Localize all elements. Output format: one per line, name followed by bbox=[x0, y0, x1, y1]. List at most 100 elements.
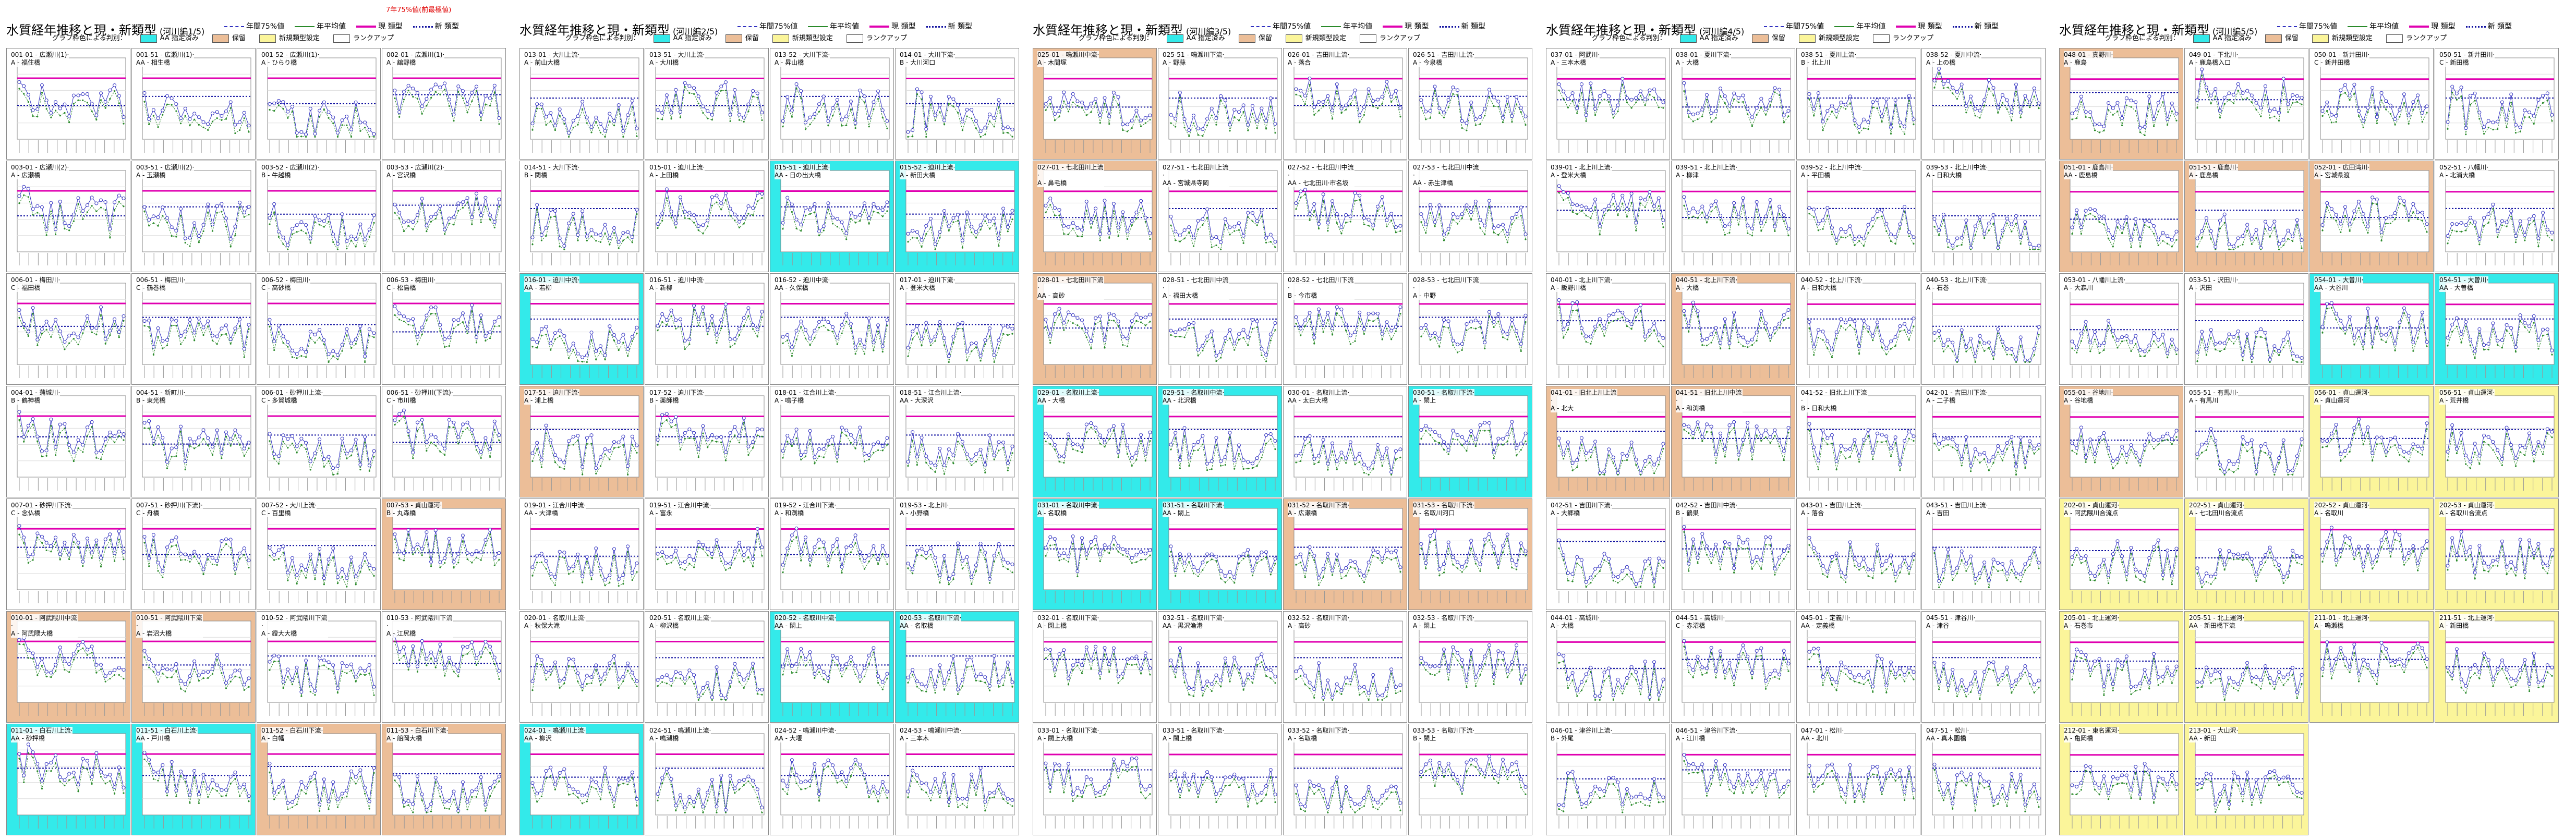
chart-panel[interactable]: 027-01 - 七北田川上流· A - 鼻毛橋 bbox=[1033, 161, 1157, 272]
chart-panel[interactable]: 004-01 - 蒲城川· B - 鶴神橋 bbox=[6, 386, 130, 497]
avg-point bbox=[957, 549, 959, 551]
chart-panel[interactable]: 014-51 - 大川下流· B - 関橋 bbox=[519, 161, 644, 272]
avg-point bbox=[475, 90, 478, 92]
avg-point bbox=[341, 797, 343, 799]
avg-point bbox=[41, 542, 43, 544]
chart-panel[interactable]: 006-52 - 梅田川· C - 高砂橋 bbox=[257, 273, 381, 385]
p75-point bbox=[920, 90, 924, 94]
avg-point bbox=[95, 543, 98, 545]
p75-point bbox=[687, 668, 692, 673]
chart-panel[interactable]: 010-51 - 阿武隈川下流· A - 岩沼大橋 bbox=[131, 611, 256, 723]
p75-point bbox=[40, 778, 44, 783]
chart-panel[interactable]: 010-53 - 阿武隈川下流· A - 江尻橋 bbox=[382, 611, 506, 723]
chart-panel[interactable]: 019-51 - 江合川中流· A - 富永 bbox=[645, 498, 769, 610]
chart-panel[interactable]: 019-01 - 江合川中流· AA - 大津橋 bbox=[519, 498, 644, 610]
chart-panel[interactable]: 020-52 - 名取川中流· AA - 閖上 bbox=[770, 611, 894, 723]
chart-panel[interactable]: 003-53 - 広瀬川(2)· A - 宮沢橋 bbox=[382, 161, 506, 272]
p75-point bbox=[669, 777, 673, 781]
chart-panel[interactable]: 018-51 - 江合川上流· AA - 大深沢 bbox=[895, 386, 1019, 497]
avg-point bbox=[193, 339, 196, 342]
chart-panel[interactable]: 025-01 - 鳴瀬川中流· A - 木間塚 bbox=[1033, 48, 1157, 160]
chart-panel[interactable]: 026-01 - 吉田川上流· A - 落合 bbox=[1283, 48, 1407, 160]
chart-panel[interactable]: 016-52 - 迫川中流· AA - 久保橋 bbox=[770, 273, 894, 385]
chart-panel[interactable]: 024-51 - 鳴瀬川上流· A - 鳴瀬橋 bbox=[645, 724, 769, 835]
chart-panel[interactable]: 006-51 - 梅田川· C - 鶴巻橋 bbox=[131, 273, 256, 385]
chart-panel[interactable]: 028-51 - 七北田川中流· A - 福田大橋 bbox=[1158, 273, 1282, 385]
p75-point bbox=[831, 325, 835, 329]
classification-label: グラフ枠色による判別： bbox=[52, 34, 127, 42]
chart-panel[interactable]: 011-51 - 白石川上流· AA - 戸川橋 bbox=[131, 724, 256, 835]
chart-panel[interactable]: 001-52 - 広瀬川(1)· A - ひらり橋 bbox=[257, 48, 381, 160]
avg-point bbox=[886, 210, 888, 212]
p75-point bbox=[470, 552, 474, 556]
chart-panel[interactable]: 026-51 - 吉田川上流· A - 今泉橋 bbox=[1408, 48, 1532, 160]
chart-panel[interactable]: 025-51 - 鳴瀬川下流· A - 野蒜 bbox=[1158, 48, 1282, 160]
chart-panel[interactable]: 017-51 - 迫川下流· A - 浦上橋 bbox=[519, 386, 644, 497]
chart-panel[interactable]: 020-01 - 名取川上流· A - 秋保大滝 bbox=[519, 611, 644, 723]
p75-point bbox=[188, 436, 192, 441]
chart-panel[interactable]: 016-01 - 迫川中流· AA - 若柳 bbox=[519, 273, 644, 385]
chart-panel[interactable]: 015-01 - 迫川上流· A - 上田橋 bbox=[645, 161, 769, 272]
chart-panel[interactable]: 007-53 - 貞山運河· B - 丸森橋 bbox=[382, 498, 506, 610]
chart-panel[interactable]: 016-51 - 迫川中流· A - 新柳 bbox=[645, 273, 769, 385]
chart-panel[interactable]: 024-52 - 鳴瀬川中流· AA - 大堰 bbox=[770, 724, 894, 835]
chart-panel[interactable]: 003-51 - 広瀬川(2)· A - 玉瀬橋 bbox=[131, 161, 256, 272]
chart-panel[interactable]: 003-52 - 広瀬川(2)· B - 牛越橋 bbox=[257, 161, 381, 272]
chart-panel[interactable]: 007-52 - 大川上流· C - 百里橋 bbox=[257, 498, 381, 610]
p75-point bbox=[933, 334, 937, 338]
chart-panel[interactable]: 015-52 - 迫川上流· A - 新田大橋 bbox=[895, 161, 1019, 272]
chart-panel[interactable]: 020-53 - 名取川下流· AA - 名取橋 bbox=[895, 611, 1019, 723]
chart-panel[interactable]: 013-51 - 大川上流· A - 大川橋 bbox=[645, 48, 769, 160]
chart-panel[interactable]: 015-51 - 迫川上流· AA - 日の出大橋 bbox=[770, 161, 894, 272]
p75-point bbox=[1456, 343, 1460, 347]
chart-panel[interactable]: 010-01 - 阿武隈川中流· A - 阿武隈大橋 bbox=[6, 611, 130, 723]
avg-point bbox=[239, 444, 241, 446]
chart-panel[interactable]: 029-01 - 名取川上流· AA - 大橋 bbox=[1033, 386, 1157, 497]
p75-point bbox=[558, 107, 562, 112]
chart-panel[interactable]: 027-52 - 七北田川中流· AA - 七北田川·市名坂 bbox=[1283, 161, 1407, 272]
chart-panel[interactable]: 007-51 - 砂押川(下流)· C - 舟橋 bbox=[131, 498, 256, 610]
p75-point bbox=[1223, 336, 1227, 340]
chart-panel[interactable]: 014-01 - 大川下流· B - 大川河口 bbox=[895, 48, 1019, 160]
chart-panel[interactable]: 011-01 - 白石川上流· AA - 砂押橋 bbox=[6, 724, 130, 835]
chart-panel[interactable]: 002-01 - 広瀬川(1)· A - 舘野橋 bbox=[382, 48, 506, 160]
chart-panel[interactable]: 020-51 - 名取川上流· A - 柳沢橋 bbox=[645, 611, 769, 723]
avg-point bbox=[993, 458, 995, 460]
chart-panel[interactable]: 028-01 - 七北田川下流· AA - 高砂 bbox=[1033, 273, 1157, 385]
chart-panel[interactable]: 010-52 - 阿武隈川下流· A - 鐙大大橋 bbox=[257, 611, 381, 723]
chart-panel[interactable]: 003-01 - 広瀬川(2)· A - 広瀬橋 bbox=[6, 161, 130, 272]
chart-panel[interactable]: 006-53 - 梅田川· C - 松島橋 bbox=[382, 273, 506, 385]
chart-panel[interactable]: 027-53 - 七北田川中流· AA - 赤生津橋 bbox=[1408, 161, 1532, 272]
chart-panel[interactable]: 006-01 - 梅田川· C - 福田橋 bbox=[6, 273, 130, 385]
avg-point bbox=[1447, 233, 1449, 235]
chart-panel[interactable]: 001-51 - 広瀬川(1)· AA - 相生橋 bbox=[131, 48, 256, 160]
avg-point bbox=[845, 786, 848, 788]
chart-panel[interactable]: 011-53 - 白石川下流· A - 船岡大橋 bbox=[382, 724, 506, 835]
chart-panel[interactable]: 013-52 - 大川下流· A - 昇山橋 bbox=[770, 48, 894, 160]
chart-panel[interactable]: 019-53 - 北上川· A - 小野橋 bbox=[895, 498, 1019, 610]
chart-panel[interactable]: 028-52 - 七北田川下流· B - 今市橋 bbox=[1283, 273, 1407, 385]
chart-panel[interactable]: 024-53 - 鳴瀬川中流· A - 三本木 bbox=[895, 724, 1019, 835]
chart-panel[interactable]: 001-01 - 広瀬川(1)· A - 福住橋 bbox=[6, 48, 130, 160]
chart-panel[interactable]: 017-52 - 迫川下流· B - 薬師橋 bbox=[645, 386, 769, 497]
chart-panel[interactable]: 013-01 - 大川上流· A - 前山大橋 bbox=[519, 48, 644, 160]
chart-panel[interactable]: 024-01 - 鳴瀬川上流· AA - 柳沢 bbox=[519, 724, 644, 835]
chart-panel[interactable]: 006-51 - 砂押川(下流)· C - 市川橋 bbox=[382, 386, 506, 497]
avg-point bbox=[319, 552, 321, 555]
chart-panel[interactable]: 007-01 - 砂押川下流· C - 念仏橋 bbox=[6, 498, 130, 610]
p75-point bbox=[853, 215, 857, 219]
chart-panel[interactable]: 027-51 - 七北田川上流· AA - 宮城県寺岡 bbox=[1158, 161, 1282, 272]
p75-point bbox=[728, 337, 732, 341]
chart-panel[interactable]: 018-01 - 江合川上流· A - 鳴子橋 bbox=[770, 386, 894, 497]
p75-point bbox=[425, 808, 429, 812]
p75-point bbox=[1273, 321, 1277, 325]
chart-panel[interactable]: 011-52 - 白石川下流· A - 白幡 bbox=[257, 724, 381, 835]
avg-point bbox=[590, 578, 592, 580]
chart-panel[interactable]: 004-51 - 新町川· B - 東光橋 bbox=[131, 386, 256, 497]
avg-point bbox=[430, 221, 432, 223]
chart-panel[interactable]: 028-53 - 七北田川下流· A - 中野 bbox=[1408, 273, 1532, 385]
chart-panel[interactable]: 017-01 - 迫川下流· A - 登米大橋 bbox=[895, 273, 1019, 385]
avg-point bbox=[636, 805, 638, 807]
chart-panel[interactable]: 019-52 - 江合川下流· A - 和渕橋 bbox=[770, 498, 894, 610]
chart-panel[interactable]: 006-01 - 砂押川上流· C - 多賀城橋 bbox=[257, 386, 381, 497]
